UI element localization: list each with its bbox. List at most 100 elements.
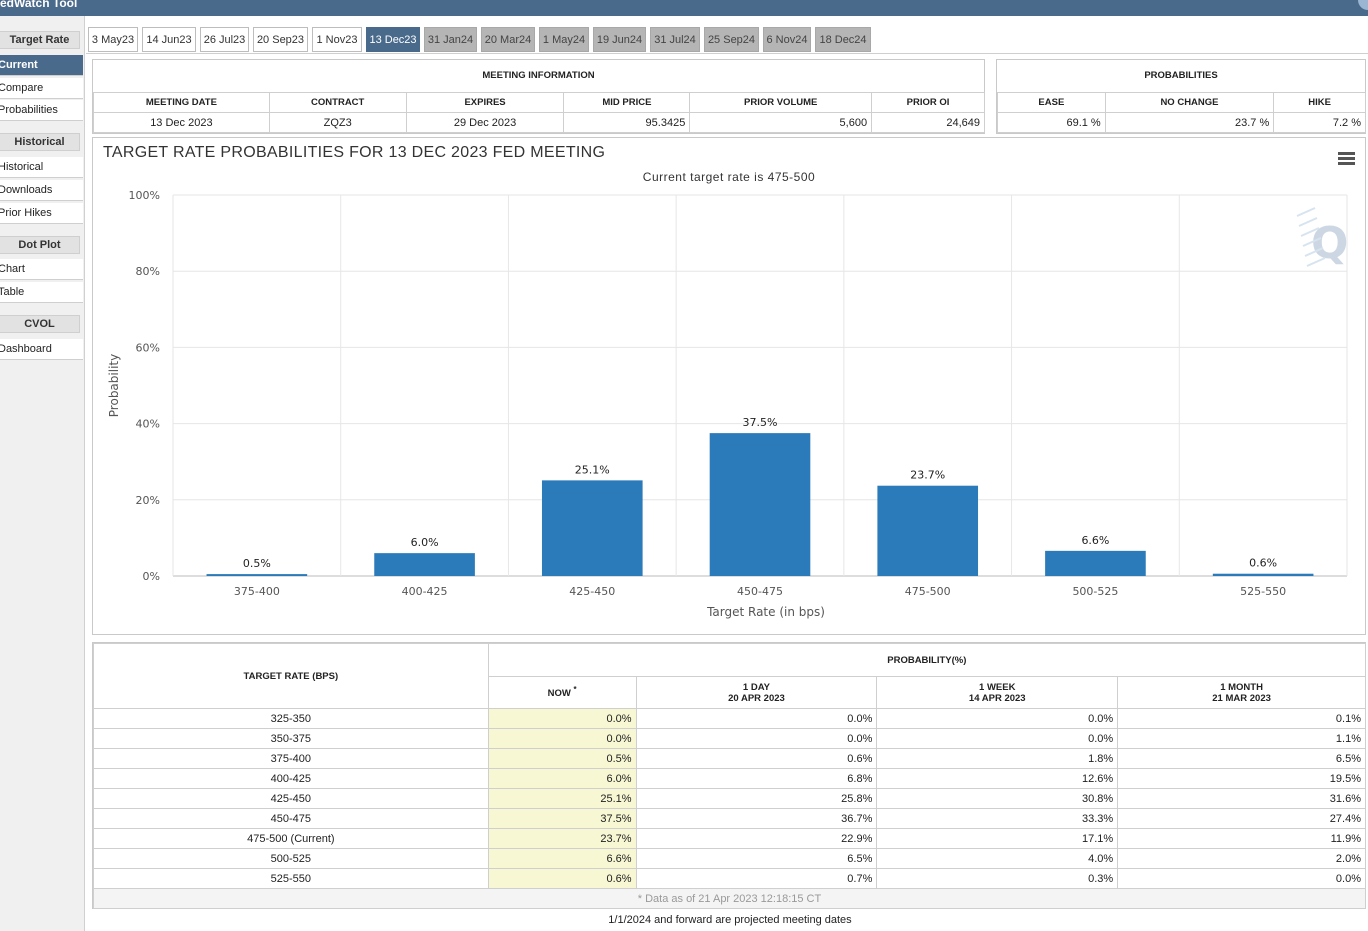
now-prob-cell: 37.5% [487, 808, 637, 829]
probability-table: TARGET RATE (BPS) PROBABILITY(%) NOW * 1… [93, 643, 1367, 909]
tab-meeting[interactable]: 3 May23 [88, 27, 138, 52]
sidebar-item-probabilities[interactable]: Probabilities [0, 100, 83, 121]
sidebar-item-compare[interactable]: Compare [0, 78, 83, 99]
data-timestamp-note: * Data as of 21 Apr 2023 12:18:15 CT [93, 888, 1366, 909]
tab-meeting[interactable]: 26 Jul23 [200, 27, 249, 52]
one-day-prob-cell: 6.8% [635, 768, 878, 789]
header-target-rate: TARGET RATE (BPS) [93, 643, 489, 709]
one-month-prob-cell: 6.5% [1117, 748, 1366, 769]
sidebar-item-label: Current [0, 59, 38, 71]
header-ease: EASE [997, 92, 1106, 113]
sidebar-item-label: Compare [0, 82, 44, 94]
tab-meeting[interactable]: 20 Sep23 [253, 27, 308, 52]
one-week-prob-cell: 1.8% [876, 748, 1119, 769]
header-now: NOW * [487, 676, 637, 709]
watermark-stroke [1304, 247, 1324, 257]
target-rate-cell: 350-375 [93, 728, 489, 749]
sidebar-item-downloads[interactable]: Downloads [0, 180, 83, 201]
sidebar-item-current[interactable]: Current [0, 55, 83, 76]
y-tick-label: 20% [136, 494, 160, 507]
hike-value: 7.2 % [1273, 112, 1366, 133]
header-1-week-date: 14 APR 2023 [968, 692, 1026, 704]
sidebar-heading-dot-plot[interactable]: Dot Plot [0, 236, 80, 254]
one-week-prob-cell: 4.0% [876, 848, 1119, 869]
table-row: 500-525 6.6% 6.5% 4.0% 2.0% [93, 848, 1366, 869]
meeting-date-value: 13 Dec 2023 [93, 112, 270, 133]
sidebar-item-label: Historical [0, 161, 44, 173]
target-rate-cell: 475-500 (Current) [93, 828, 489, 849]
chart-subtitle: Current target rate is 475-500 [642, 170, 816, 184]
x-axis-title: Target Rate (in bps) [706, 605, 825, 619]
table-row: 475-500 (Current) 23.7% 22.9% 17.1% 11.9% [93, 828, 1366, 849]
tab-meeting[interactable]: 6 Nov24 [763, 27, 811, 52]
sidebar-item-chart[interactable]: Chart [0, 259, 83, 280]
chart-bar [1212, 573, 1314, 576]
chart-bar [541, 480, 643, 576]
header-hike: HIKE [1273, 92, 1366, 113]
header-mid-price: MID PRICE [563, 92, 691, 113]
hamburger-menu-icon[interactable] [1338, 152, 1355, 165]
one-day-prob-cell: 6.5% [635, 848, 878, 869]
one-day-prob-cell: 0.6% [635, 748, 878, 769]
tab-meeting[interactable]: 1 May24 [539, 27, 589, 52]
sidebar-item-label: Chart [0, 263, 25, 275]
tab-divider [86, 53, 1368, 54]
header-1-day-date: 20 APR 2023 [728, 692, 785, 704]
header-prior-volume: PRIOR VOLUME [689, 92, 873, 113]
header-1-month-date: 21 MAR 2023 [1212, 692, 1271, 704]
chart-bar [709, 433, 811, 576]
now-prob-cell: 6.6% [487, 848, 637, 869]
tab-meeting[interactable]: 31 Jan24 [424, 27, 477, 52]
x-tick-label: 500-525 [1072, 585, 1118, 598]
header-expires: EXPIRES [405, 92, 565, 113]
bar-data-label: 6.6% [1081, 534, 1109, 547]
table-row: 325-350 0.0% 0.0% 0.0% 0.1% [93, 708, 1366, 729]
one-month-prob-cell: 19.5% [1117, 768, 1366, 789]
sidebar-heading-historical[interactable]: Historical [0, 133, 80, 151]
chart-bar [877, 485, 979, 576]
chart-title: TARGET RATE PROBABILITIES FOR 13 DEC 202… [103, 144, 606, 161]
app-header: edWatch Tool [0, 0, 1368, 16]
sidebar-item-historical[interactable]: Historical [0, 157, 83, 178]
sidebar-heading-target-rate[interactable]: Target Rate [0, 31, 80, 49]
x-tick-label: 375-400 [234, 585, 280, 598]
tab-meeting[interactable]: 25 Sep24 [704, 27, 759, 52]
bar-data-label: 23.7% [910, 469, 945, 482]
one-day-prob-cell: 25.8% [635, 788, 878, 809]
one-month-prob-cell: 0.1% [1117, 708, 1366, 729]
tab-meeting-active[interactable]: 13 Dec23 [366, 27, 420, 52]
sidebar-heading-cvol[interactable]: CVOL [0, 315, 80, 333]
chart-bar [374, 553, 475, 576]
target-rate-cell: 400-425 [93, 768, 489, 789]
tab-meeting[interactable]: 1 Nov23 [312, 27, 362, 52]
sidebar-item-table[interactable]: Table [0, 282, 83, 303]
one-week-prob-cell: 12.6% [876, 768, 1119, 789]
header-corner-icon[interactable] [1358, 0, 1368, 10]
x-tick-label: 450-475 [737, 585, 783, 598]
tab-meeting[interactable]: 20 Mar24 [481, 27, 535, 52]
table-row: 400-425 6.0% 6.8% 12.6% 19.5% [93, 768, 1366, 789]
now-prob-cell: 25.1% [487, 788, 637, 809]
y-tick-label: 80% [136, 265, 160, 278]
table-row: 425-450 25.1% 25.8% 30.8% 31.6% [93, 788, 1366, 809]
tab-meeting[interactable]: 14 Jun23 [142, 27, 196, 52]
chart-bar [206, 574, 308, 576]
probabilities-title: PROBABILITIES [1144, 70, 1218, 81]
header-now-label: NOW [547, 688, 571, 700]
watermark-stroke [1296, 207, 1316, 217]
probabilities-panel: PROBABILITIES EASE NO CHANGE HIKE 69.1 %… [996, 59, 1366, 134]
meeting-info-panel: MEETING INFORMATION MEETING DATE CONTRAC… [92, 59, 985, 134]
prior-oi-value: 24,649 [871, 112, 985, 133]
target-rate-cell: 500-525 [93, 848, 489, 869]
tab-meeting[interactable]: 19 Jun24 [593, 27, 646, 52]
header-1-week-label: 1 WEEK [979, 681, 1016, 693]
sidebar-item-prior-hikes[interactable]: Prior Hikes [0, 203, 83, 224]
sidebar-item-dashboard[interactable]: Dashboard [0, 339, 83, 360]
mid-price-value: 95.3425 [563, 112, 691, 133]
watermark-logo: Q [1296, 207, 1348, 269]
tab-meeting[interactable]: 31 Jul24 [650, 27, 700, 52]
tab-meeting[interactable]: 18 Dec24 [815, 27, 871, 52]
y-tick-label: 0% [143, 570, 160, 583]
now-prob-cell: 0.5% [487, 748, 637, 769]
table-row: 450-475 37.5% 36.7% 33.3% 27.4% [93, 808, 1366, 829]
